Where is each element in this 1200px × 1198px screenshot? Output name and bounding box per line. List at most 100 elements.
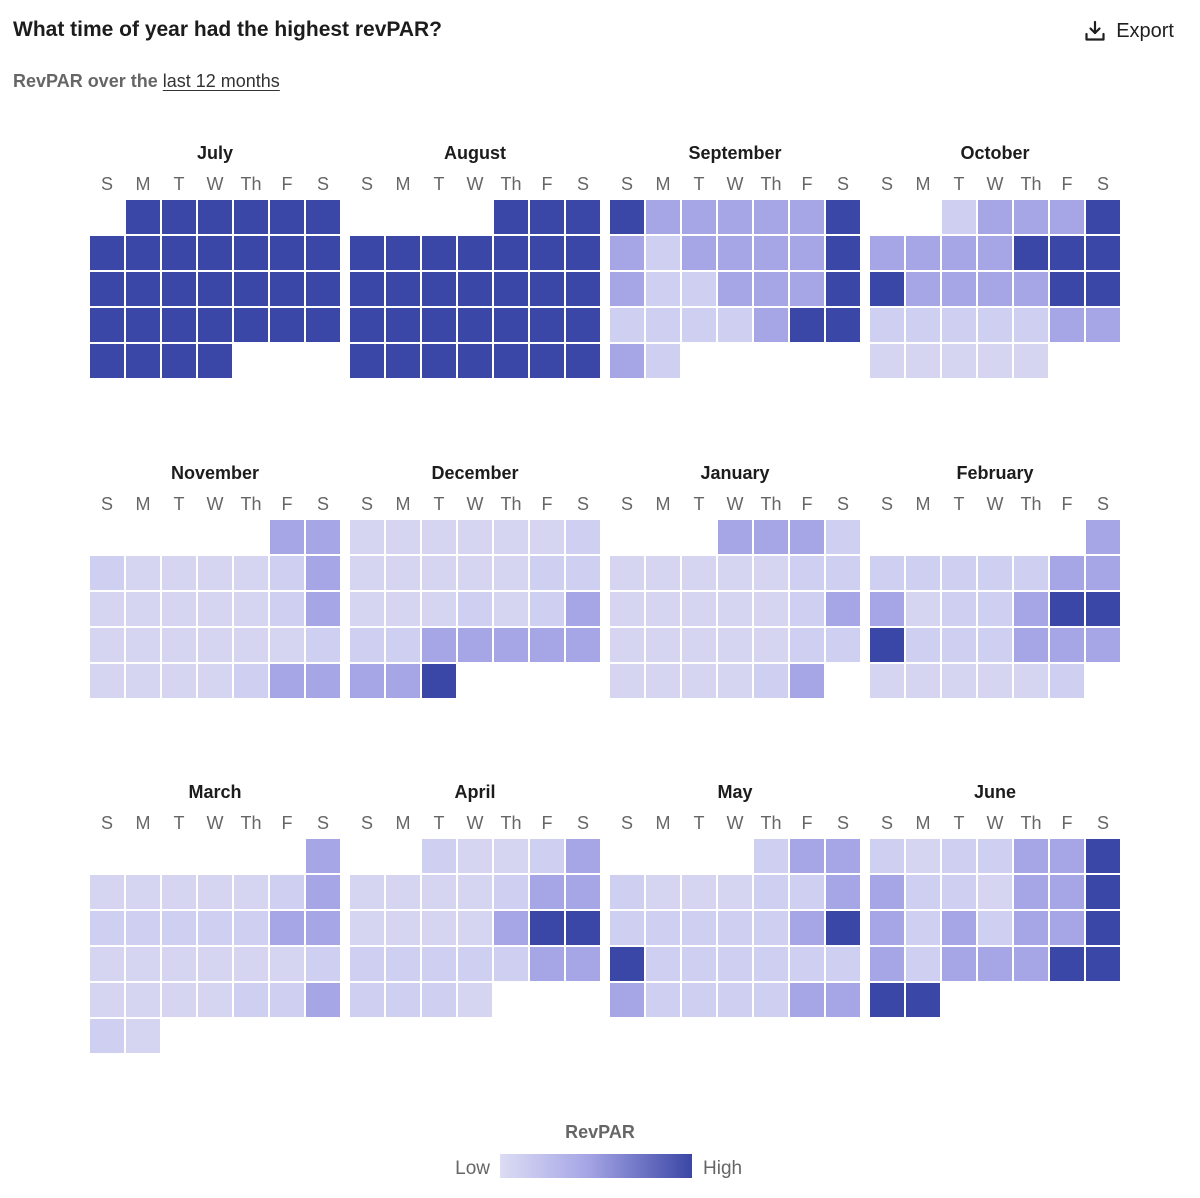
weekday-label: Th <box>760 494 781 514</box>
day-cell <box>306 272 340 306</box>
day-cell <box>646 556 680 590</box>
day-cell <box>1050 272 1084 306</box>
day-cell <box>870 628 904 662</box>
weekday-label: T <box>954 494 965 514</box>
month-label: August <box>444 143 506 163</box>
day-cell <box>906 272 940 306</box>
weekday-label: T <box>694 174 705 194</box>
day-cell <box>870 839 904 873</box>
day-cell <box>234 628 268 662</box>
day-cell <box>1014 911 1048 945</box>
day-cell <box>790 947 824 981</box>
day-cell <box>1014 200 1048 234</box>
month-panel-april: April S M T W Th F S <box>350 782 600 1017</box>
day-cell <box>906 308 940 342</box>
day-cell <box>530 911 564 945</box>
day-cell <box>422 628 456 662</box>
day-cell <box>754 983 788 1017</box>
day-cell <box>530 592 564 626</box>
day-cell <box>942 628 976 662</box>
day-cell <box>458 344 492 378</box>
weekday-label: T <box>434 813 445 833</box>
day-cell <box>198 200 232 234</box>
day-cell <box>826 272 860 306</box>
day-cell <box>718 236 752 270</box>
day-cell <box>566 236 600 270</box>
weekday-label: S <box>361 494 373 514</box>
day-cell <box>350 947 384 981</box>
weekday-label: S <box>621 494 633 514</box>
day-cell <box>978 592 1012 626</box>
weekday-label: S <box>101 813 113 833</box>
month-label: May <box>717 782 752 802</box>
day-cell <box>234 308 268 342</box>
day-cell <box>270 628 304 662</box>
day-cell <box>870 556 904 590</box>
day-cell <box>942 911 976 945</box>
day-cell <box>754 592 788 626</box>
day-cell <box>790 628 824 662</box>
month-panel-december: December S M T W Th F S <box>350 463 600 698</box>
day-cell <box>458 520 492 554</box>
day-cell <box>530 947 564 981</box>
day-cell <box>270 947 304 981</box>
day-cell <box>350 308 384 342</box>
day-cell <box>270 520 304 554</box>
day-cell <box>350 875 384 909</box>
day-cell <box>270 272 304 306</box>
day-cell <box>790 236 824 270</box>
weekday-label: S <box>317 494 329 514</box>
day-cell <box>610 200 644 234</box>
day-cell <box>754 272 788 306</box>
day-cell <box>458 592 492 626</box>
day-cell <box>350 628 384 662</box>
day-cell <box>1050 947 1084 981</box>
day-cell <box>754 200 788 234</box>
day-cell <box>90 592 124 626</box>
day-cell <box>646 664 680 698</box>
day-cell <box>422 875 456 909</box>
weekday-label: S <box>621 813 633 833</box>
day-cell <box>1014 664 1048 698</box>
weekday-label: Th <box>240 174 261 194</box>
day-cell <box>1086 911 1120 945</box>
day-cell <box>1050 875 1084 909</box>
day-cell <box>198 983 232 1017</box>
month-label: November <box>171 463 259 483</box>
day-cell <box>754 947 788 981</box>
day-cell <box>906 875 940 909</box>
day-cell <box>610 628 644 662</box>
day-cell <box>610 911 644 945</box>
day-cell <box>1086 200 1120 234</box>
day-cell <box>126 308 160 342</box>
day-cell <box>942 308 976 342</box>
day-cell <box>790 983 824 1017</box>
day-cell <box>1050 592 1084 626</box>
time-range-link[interactable]: last 12 months <box>162 71 280 91</box>
day-cell <box>566 947 600 981</box>
day-cell <box>198 875 232 909</box>
day-cell <box>718 556 752 590</box>
day-cell <box>754 664 788 698</box>
day-cell <box>198 556 232 590</box>
export-button[interactable]: Export <box>1084 16 1174 46</box>
day-cell <box>126 272 160 306</box>
day-cell <box>350 911 384 945</box>
legend-low-label: Low <box>455 1158 490 1179</box>
day-cell <box>646 875 680 909</box>
day-cell <box>718 272 752 306</box>
day-cell <box>270 875 304 909</box>
day-cell <box>566 911 600 945</box>
day-cell <box>1014 344 1048 378</box>
day-cell <box>790 556 824 590</box>
day-cell <box>718 983 752 1017</box>
day-cell <box>350 236 384 270</box>
day-cell <box>162 200 196 234</box>
weekday-label: Th <box>1020 494 1041 514</box>
day-cell <box>754 875 788 909</box>
day-cell <box>494 839 528 873</box>
day-cell <box>754 839 788 873</box>
weekday-label: Th <box>500 174 521 194</box>
day-cell <box>790 875 824 909</box>
day-cell <box>234 875 268 909</box>
